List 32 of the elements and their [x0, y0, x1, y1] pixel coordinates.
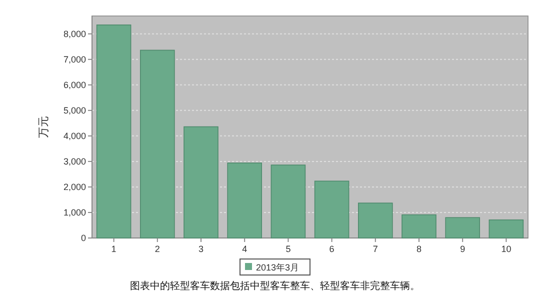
x-tick-label: 8: [416, 244, 422, 254]
y-tick-label: 3,000: [63, 156, 86, 166]
y-tick-label: 0: [80, 233, 86, 243]
text: 图表中的轻型客车数据包括中型客车整车、轻型客车非完整车辆。: [130, 280, 420, 292]
bar: [445, 217, 480, 238]
y-tick-label: 8,000: [63, 28, 86, 39]
y-tick-label: 6,000: [63, 80, 86, 90]
bar: [314, 180, 350, 238]
y-tick-label: 2,000: [63, 182, 86, 192]
y-tick-label: 4,000: [63, 130, 86, 141]
y-tick-label: 7,000: [63, 54, 86, 64]
x-tick-label: 2: [154, 244, 160, 254]
legend-label: 2013年3月: [256, 262, 300, 272]
x-tick-label: 6: [329, 244, 334, 254]
bar: [358, 202, 393, 238]
y-axis-title: 万元: [38, 116, 50, 138]
x-tick-label: 7: [372, 244, 378, 254]
bar: [96, 24, 132, 238]
x-tick-label: 1: [111, 244, 116, 254]
x-tick-label: 4: [242, 244, 248, 254]
bar: [402, 214, 436, 238]
bar: [488, 219, 524, 238]
x-tick-label: 9: [460, 244, 466, 254]
x-tick-label: 5: [286, 244, 291, 254]
y-tick-label: 5,000: [63, 105, 86, 116]
bar: [140, 50, 175, 238]
bar: [227, 162, 262, 238]
x-tick-label: 10: [501, 244, 512, 254]
y-tick-label: 1,000: [63, 207, 86, 218]
bar: [270, 164, 306, 238]
x-tick-label: 3: [198, 244, 204, 254]
bar: [184, 126, 218, 238]
